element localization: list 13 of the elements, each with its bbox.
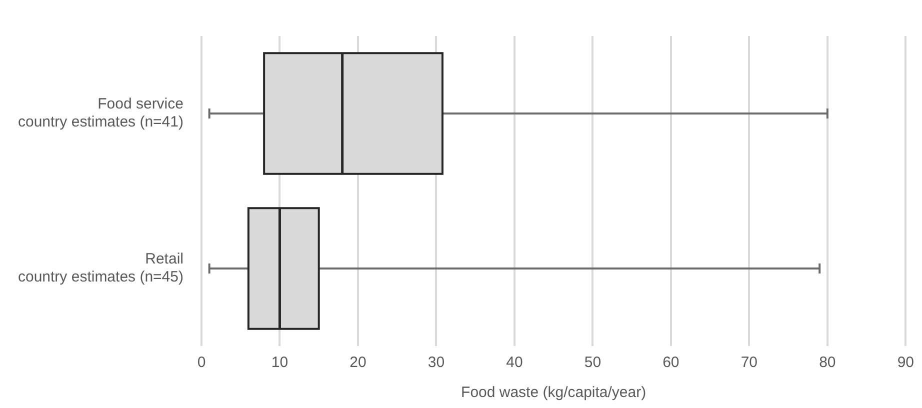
y-tick-label: Retail country estimates (n=45) bbox=[18, 250, 184, 286]
x-tick-label: 80 bbox=[819, 354, 836, 372]
x-tick-label: 90 bbox=[897, 354, 914, 372]
x-axis-title: Food waste (kg/capita/year) bbox=[461, 384, 646, 402]
x-tick-label: 10 bbox=[271, 354, 288, 372]
x-tick-label: 20 bbox=[350, 354, 366, 372]
x-tick-label: 0 bbox=[197, 354, 206, 372]
x-tick-label: 40 bbox=[506, 354, 523, 372]
x-tick-label: 50 bbox=[584, 354, 602, 372]
y-tick-label: Food service country estimates (n=41) bbox=[18, 96, 184, 131]
x-tick-label: 70 bbox=[740, 354, 758, 372]
x-tick-label: 30 bbox=[428, 354, 445, 372]
x-tick-label: 60 bbox=[662, 354, 680, 372]
